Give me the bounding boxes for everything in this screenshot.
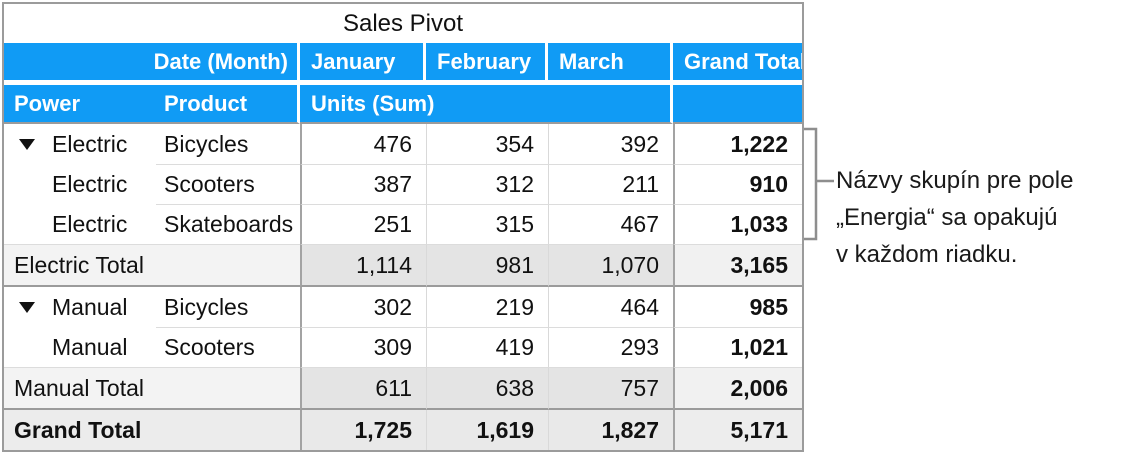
pivot-cell-march[interactable]: 392: [548, 124, 673, 164]
pivot-cell-grand-total[interactable]: 1,222: [673, 124, 802, 164]
callout-line: „Energia“ sa opakujú: [836, 204, 1058, 231]
column-header-date-field[interactable]: Date (Month): [4, 43, 300, 85]
pivot-cell-january[interactable]: 476: [300, 124, 426, 164]
subtotal-cell-february[interactable]: 638: [426, 367, 548, 410]
pivot-cell-february[interactable]: 315: [426, 204, 548, 244]
grand-total-cell-january[interactable]: 1,725: [300, 410, 426, 450]
row-label-product[interactable]: Scooters: [156, 164, 300, 204]
pivot-cell-grand-total[interactable]: 1,033: [673, 204, 802, 244]
grand-total-cell-march[interactable]: 1,827: [548, 410, 673, 450]
subtotal-cell-march[interactable]: 757: [548, 367, 673, 410]
row-label-power[interactable]: Manual: [4, 287, 156, 327]
pivot-cell-february[interactable]: 312: [426, 164, 548, 204]
callout-text: Názvy skupín pre pole „Energia“ sa opaku…: [836, 162, 1129, 273]
subtotal-cell-grand-total[interactable]: 2,006: [673, 367, 802, 410]
row-field-header-power[interactable]: Power: [4, 85, 156, 124]
row-label-power[interactable]: Electric: [4, 164, 156, 204]
row-label-power[interactable]: Manual: [4, 327, 156, 367]
pivot-cell-march[interactable]: 464: [548, 287, 673, 327]
column-header-march[interactable]: March: [548, 43, 673, 85]
row-label-power[interactable]: Electric: [4, 204, 156, 244]
pivot-cell-march[interactable]: 211: [548, 164, 673, 204]
pivot-table: Sales Pivot Date (Month) January Februar…: [2, 2, 804, 452]
subtotal-row-label[interactable]: Manual Total: [4, 367, 300, 410]
pivot-cell-january[interactable]: 302: [300, 287, 426, 327]
pivot-cell-february[interactable]: 354: [426, 124, 548, 164]
row-field-header-product[interactable]: Product: [156, 85, 300, 124]
subtotal-cell-march[interactable]: 1,070: [548, 244, 673, 287]
pivot-cell-march[interactable]: 467: [548, 204, 673, 244]
pivot-cell-february[interactable]: 419: [426, 327, 548, 367]
pivot-cell-grand-total[interactable]: 985: [673, 287, 802, 327]
row-label-power[interactable]: Electric: [4, 124, 156, 164]
callout-bracket: [804, 127, 834, 241]
callout-line: Názvy skupín pre pole: [836, 167, 1074, 194]
values-header-grand-total-spacer: [673, 85, 802, 124]
table-title[interactable]: Sales Pivot: [4, 4, 802, 43]
grand-total-row-label[interactable]: Grand Total: [4, 410, 300, 450]
pivot-cell-january[interactable]: 251: [300, 204, 426, 244]
row-label-product[interactable]: Skateboards: [156, 204, 300, 244]
subtotal-cell-february[interactable]: 981: [426, 244, 548, 287]
column-header-january[interactable]: January: [300, 43, 426, 85]
disclosure-triangle-icon[interactable]: [19, 302, 35, 313]
subtotal-cell-january[interactable]: 1,114: [300, 244, 426, 287]
subtotal-cell-grand-total[interactable]: 3,165: [673, 244, 802, 287]
pivot-cell-march[interactable]: 293: [548, 327, 673, 367]
disclosure-triangle-icon[interactable]: [19, 139, 35, 150]
pivot-cell-february[interactable]: 219: [426, 287, 548, 327]
pivot-cell-january[interactable]: 387: [300, 164, 426, 204]
callout-line: v každom riadku.: [836, 241, 1018, 268]
column-header-grand-total[interactable]: Grand Total: [673, 43, 802, 85]
grand-total-cell-grand-total[interactable]: 5,171: [673, 410, 802, 450]
grand-total-cell-february[interactable]: 1,619: [426, 410, 548, 450]
pivot-cell-grand-total[interactable]: 1,021: [673, 327, 802, 367]
row-label-product[interactable]: Bicycles: [156, 287, 300, 327]
subtotal-row-label[interactable]: Electric Total: [4, 244, 300, 287]
pivot-cell-january[interactable]: 309: [300, 327, 426, 367]
column-header-february[interactable]: February: [426, 43, 548, 85]
row-label-product[interactable]: Bicycles: [156, 124, 300, 164]
values-field-header-units-sum[interactable]: Units (Sum): [300, 85, 673, 124]
subtotal-cell-january[interactable]: 611: [300, 367, 426, 410]
pivot-cell-grand-total[interactable]: 910: [673, 164, 802, 204]
row-label-product[interactable]: Scooters: [156, 327, 300, 367]
